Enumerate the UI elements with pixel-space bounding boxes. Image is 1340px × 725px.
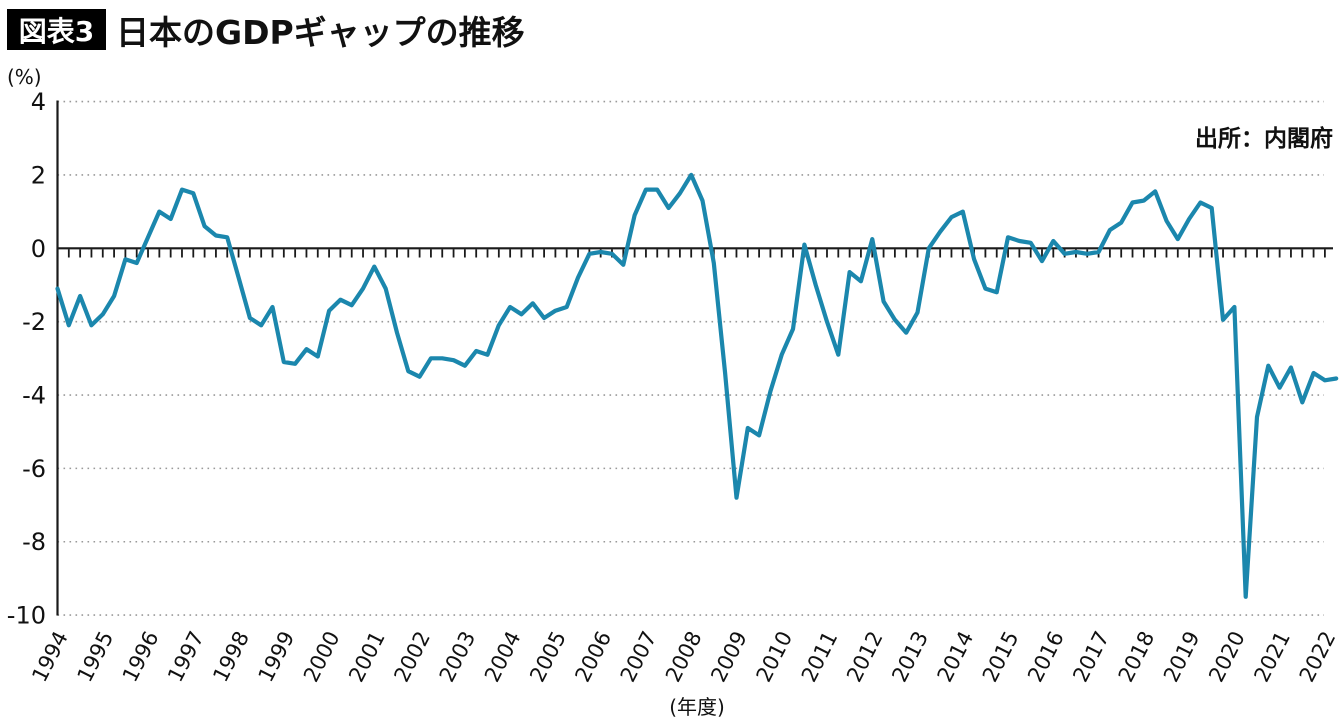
x-axis-year-label: 2016 xyxy=(1023,627,1069,686)
y-axis-unit-label: (%) xyxy=(7,65,42,89)
y-axis-tick-label: -10 xyxy=(7,602,46,630)
x-axis-year-label: 2003 xyxy=(435,627,481,686)
figure-badge-background xyxy=(7,9,106,50)
x-axis-year-label: 2022 xyxy=(1295,627,1340,686)
x-axis-year-label: 2021 xyxy=(1249,627,1295,686)
y-axis-labels: 4 2 0 -2 -4 -6 -8 -10 xyxy=(7,88,46,630)
gdp-gap-line xyxy=(55,172,1339,599)
x-axis-year-label: 2008 xyxy=(661,627,707,686)
source-note: 出所：内閣府 xyxy=(1195,125,1333,152)
x-axis-year-label: 1999 xyxy=(254,627,300,686)
x-axis-year-label: 2019 xyxy=(1159,627,1205,686)
y-axis-tick-label: -2 xyxy=(22,308,46,336)
y-axis-tick-label: -6 xyxy=(22,455,46,483)
x-axis-year-label: 2013 xyxy=(887,627,933,686)
x-axis-year-labels: 1994 1995 1996 1997 1998 1999 2000 2001 2002 2003… xyxy=(27,627,1340,686)
x-axis-year-label: 2017 xyxy=(1068,627,1114,686)
x-axis-year-label: 2002 xyxy=(389,627,435,686)
x-axis-year-label: 2006 xyxy=(570,627,616,686)
y-axis-tick-label: 2 xyxy=(31,161,46,189)
x-axis-year-label: 2015 xyxy=(978,627,1024,686)
x-axis-year-label: 2001 xyxy=(344,627,390,686)
x-axis-year-label: 2010 xyxy=(752,627,798,686)
x-axis-year-label: 2012 xyxy=(842,627,888,686)
horizontal-gridlines xyxy=(57,100,1333,616)
x-axis-year-label: 2005 xyxy=(525,627,571,686)
figure-header: 図表3 日本のGDPギャップの推移 xyxy=(7,9,525,52)
x-axis-year-label: 2009 xyxy=(706,627,752,686)
quarter-tick-marks xyxy=(56,249,1326,258)
y-axis-tick-label: -4 xyxy=(22,382,46,410)
y-axis-tick-label: -8 xyxy=(22,528,46,556)
x-axis-year-label: 1997 xyxy=(163,627,209,686)
y-axis-tick-label: 4 xyxy=(31,88,46,116)
figure-badge-label: 図表3 xyxy=(19,15,94,48)
x-axis-year-label: 2018 xyxy=(1114,627,1160,686)
x-axis-year-label: 1996 xyxy=(118,627,164,686)
y-axis-tick-label: 0 xyxy=(31,235,46,263)
x-axis-year-label: 2020 xyxy=(1204,627,1250,686)
x-axis-year-label: 1994 xyxy=(27,627,73,686)
x-axis-year-label: 2011 xyxy=(797,627,843,686)
x-axis-unit-label: (年度) xyxy=(669,695,725,719)
x-axis-year-label: 1995 xyxy=(73,627,119,686)
x-axis-year-label: 1998 xyxy=(208,627,254,686)
figure-title: 日本のGDPギャップの推移 xyxy=(116,13,525,52)
x-axis-year-label: 2000 xyxy=(299,627,345,686)
x-axis-year-label: 2014 xyxy=(933,627,979,686)
x-axis-year-label: 2004 xyxy=(480,627,526,686)
x-axis-year-label: 2007 xyxy=(616,627,662,686)
